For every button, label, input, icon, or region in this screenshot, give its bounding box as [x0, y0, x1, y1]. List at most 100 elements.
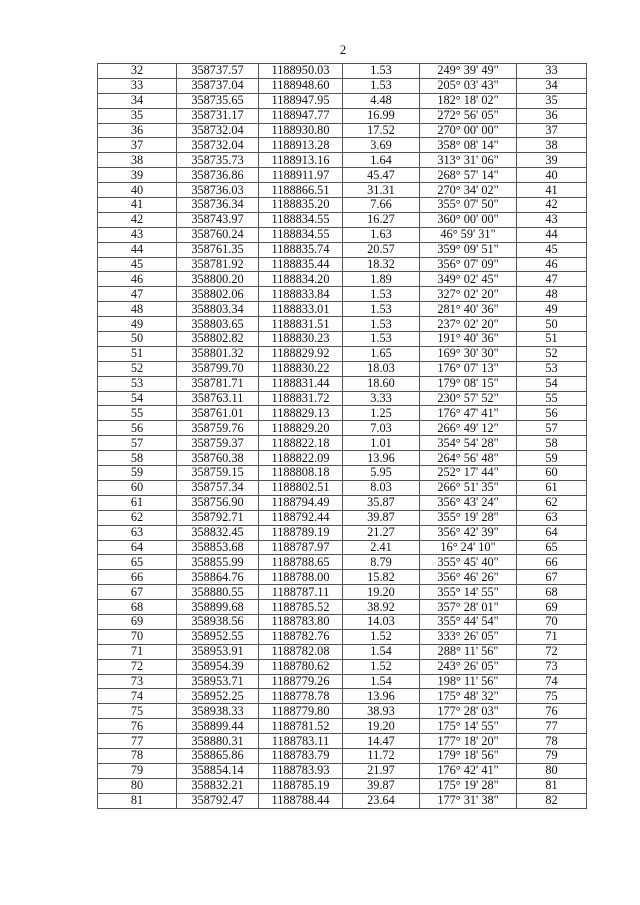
x-coordinate-cell: 358938.33	[176, 703, 259, 720]
coordinates-table: 32 358737.57 1188950.03 1.53 249° 39' 49" 33 3…	[97, 63, 587, 809]
point-number-cell: 56	[97, 420, 177, 437]
distance-cell: 1.89	[342, 271, 420, 288]
x-coordinate-cell: 358757.34	[176, 479, 259, 496]
point-number-cell: 53	[97, 375, 177, 392]
x-coordinate-cell: 358736.86	[176, 167, 259, 184]
y-coordinate-cell: 1188831.51	[258, 316, 343, 333]
bearing-cell: 357° 28' 01"	[419, 599, 517, 615]
distance-cell: 15.82	[342, 569, 420, 586]
x-coordinate-cell: 358938.56	[176, 613, 259, 630]
next-point-cell: 81	[516, 777, 587, 794]
table-row: 80 358832.21 1188785.19 39.87 175° 19' 28" 81	[97, 777, 587, 794]
x-coordinate-cell: 358731.17	[176, 107, 259, 124]
y-coordinate-cell: 1188947.77	[258, 107, 343, 124]
x-coordinate-cell: 358736.03	[176, 182, 259, 199]
table-row: 64 358853.68 1188787.97 2.41 16° 24' 10" 65	[97, 539, 587, 556]
table-row: 32 358737.57 1188950.03 1.53 249° 39' 49" 33	[97, 63, 587, 79]
bearing-cell: 266° 51' 35"	[419, 479, 517, 496]
point-number-cell: 78	[97, 747, 177, 764]
distance-cell: 14.47	[342, 733, 420, 749]
point-number-cell: 77	[97, 733, 177, 749]
bearing-cell: 191° 40' 36"	[419, 331, 517, 347]
x-coordinate-cell: 358853.68	[176, 539, 259, 556]
table-row: 51 358801.32 1188829.92 1.65 169° 30' 30" 52	[97, 345, 587, 362]
bearing-cell: 356° 42' 39"	[419, 524, 517, 541]
y-coordinate-cell: 1188833.01	[258, 301, 343, 318]
x-coordinate-cell: 358954.39	[176, 658, 259, 675]
distance-cell: 19.20	[342, 584, 420, 601]
next-point-cell: 64	[516, 524, 587, 541]
distance-cell: 7.03	[342, 420, 420, 437]
table-row: 71 358953.91 1188782.08 1.54 288° 11' 56" 72	[97, 643, 587, 660]
next-point-cell: 67	[516, 569, 587, 586]
point-number-cell: 37	[97, 137, 177, 154]
point-number-cell: 47	[97, 286, 177, 303]
distance-cell: 2.41	[342, 539, 420, 556]
table-row: 76 358899.44 1188781.52 19.20 175° 14' 55" 77	[97, 718, 587, 735]
y-coordinate-cell: 1188822.18	[258, 435, 343, 452]
y-coordinate-cell: 1188779.80	[258, 703, 343, 720]
next-point-cell: 60	[516, 465, 587, 481]
x-coordinate-cell: 358792.47	[176, 792, 259, 809]
bearing-cell: 355° 19' 28"	[419, 509, 517, 526]
x-coordinate-cell: 358735.73	[176, 152, 259, 169]
table-row: 35 358731.17 1188947.77 16.99 272° 56' 05" 36	[97, 107, 587, 124]
y-coordinate-cell: 1188835.44	[258, 256, 343, 273]
table-row: 74 358952.25 1188778.78 13.96 175° 48' 32" 75	[97, 688, 587, 705]
next-point-cell: 54	[516, 375, 587, 392]
x-coordinate-cell: 358759.15	[176, 465, 259, 481]
bearing-cell: 198° 11' 56"	[419, 673, 517, 690]
distance-cell: 1.53	[342, 286, 420, 303]
bearing-cell: 355° 44' 54"	[419, 613, 517, 630]
distance-cell: 1.54	[342, 643, 420, 660]
distance-cell: 13.96	[342, 450, 420, 467]
y-coordinate-cell: 1188787.97	[258, 539, 343, 556]
y-coordinate-cell: 1188788.44	[258, 792, 343, 809]
bearing-cell: 179° 08' 15"	[419, 375, 517, 392]
bearing-cell: 264° 56' 48"	[419, 450, 517, 467]
point-number-cell: 32	[97, 63, 177, 79]
next-point-cell: 34	[516, 77, 587, 94]
x-coordinate-cell: 358792.71	[176, 509, 259, 526]
next-point-cell: 82	[516, 792, 587, 809]
point-number-cell: 52	[97, 360, 177, 377]
next-point-cell: 37	[516, 122, 587, 139]
point-number-cell: 64	[97, 539, 177, 556]
distance-cell: 11.72	[342, 747, 420, 764]
next-point-cell: 68	[516, 584, 587, 601]
point-number-cell: 33	[97, 77, 177, 94]
y-coordinate-cell: 1188788.00	[258, 569, 343, 586]
y-coordinate-cell: 1188834.55	[258, 226, 343, 243]
table-row: 77 358880.31 1188783.11 14.47 177° 18' 20" 78	[97, 733, 587, 749]
point-number-cell: 35	[97, 107, 177, 124]
y-coordinate-cell: 1188781.52	[258, 718, 343, 735]
next-point-cell: 35	[516, 92, 587, 109]
point-number-cell: 66	[97, 569, 177, 586]
table-row: 79 358854.14 1188783.93 21.97 176° 42' 41" 80	[97, 762, 587, 779]
table-row: 46 358800.20 1188834.20 1.89 349° 02' 45" 47	[97, 271, 587, 288]
x-coordinate-cell: 358832.21	[176, 777, 259, 794]
y-coordinate-cell: 1188787.11	[258, 584, 343, 601]
distance-cell: 1.52	[342, 658, 420, 675]
x-coordinate-cell: 358802.82	[176, 331, 259, 347]
point-number-cell: 74	[97, 688, 177, 705]
distance-cell: 1.63	[342, 226, 420, 243]
point-number-cell: 73	[97, 673, 177, 690]
table-row: 43 358760.24 1188834.55 1.63 46° 59' 31" 44	[97, 226, 587, 243]
x-coordinate-cell: 358803.34	[176, 301, 259, 318]
next-point-cell: 42	[516, 197, 587, 213]
y-coordinate-cell: 1188788.65	[258, 554, 343, 571]
distance-cell: 23.64	[342, 792, 420, 809]
next-point-cell: 76	[516, 703, 587, 720]
x-coordinate-cell: 358761.35	[176, 241, 259, 258]
table-row: 62 358792.71 1188792.44 39.87 355° 19' 28" 63	[97, 509, 587, 526]
next-point-cell: 56	[516, 405, 587, 422]
table-row: 61 358756.90 1188794.49 35.87 356° 43' 24" 62	[97, 494, 587, 511]
bearing-cell: 359° 09' 51"	[419, 241, 517, 258]
y-coordinate-cell: 1188785.52	[258, 599, 343, 615]
next-point-cell: 57	[516, 420, 587, 437]
bearing-cell: 177° 31' 38"	[419, 792, 517, 809]
x-coordinate-cell: 358899.44	[176, 718, 259, 735]
x-coordinate-cell: 358760.24	[176, 226, 259, 243]
x-coordinate-cell: 358737.57	[176, 63, 259, 79]
